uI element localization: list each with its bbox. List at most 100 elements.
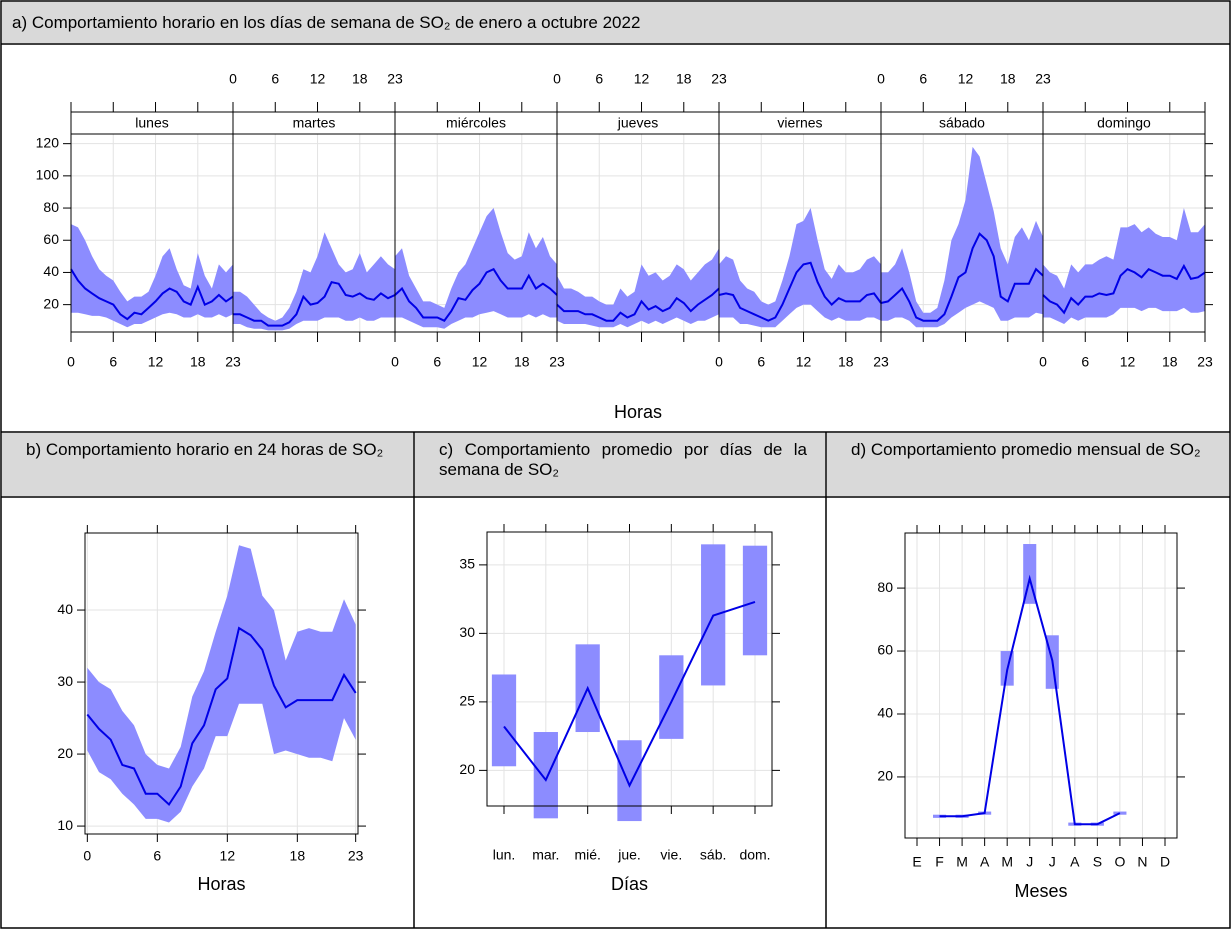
- x-tick-label: 6: [757, 354, 765, 370]
- x-tick-label: 23: [549, 354, 565, 370]
- y-tick-label: 80: [877, 579, 893, 595]
- x-tick-label: 0: [715, 354, 723, 370]
- band: [395, 208, 557, 329]
- line: [880, 232, 1044, 322]
- x-tick-label: 18: [838, 354, 854, 370]
- x-tick-label: 12: [634, 71, 650, 87]
- header-c: c) Comportamiento promedio por días de l…: [415, 433, 825, 496]
- y-tick-label: 120: [36, 134, 60, 150]
- y-tick-label: 20: [57, 745, 73, 761]
- x-tick-label: 12: [958, 71, 974, 87]
- plot-box: [70, 111, 1206, 333]
- x-tick-label: 18: [290, 848, 306, 864]
- y-tick-label: 10: [57, 817, 73, 833]
- x-tick-label: 0: [1039, 354, 1047, 370]
- y-tick-label: 40: [877, 705, 893, 721]
- x-tick-label: J: [1026, 854, 1033, 870]
- line: [233, 280, 396, 327]
- x-tick-label: 6: [109, 354, 117, 370]
- band: [1043, 208, 1205, 324]
- x-tick-label: 18: [190, 354, 206, 370]
- line: [556, 287, 720, 322]
- plot-box: [486, 531, 773, 807]
- plot-box: [84, 532, 359, 835]
- line: [70, 268, 234, 321]
- strip-label: lunes: [135, 115, 168, 131]
- x-tick-label: 23: [873, 354, 889, 370]
- x-tick-label: N: [1137, 854, 1147, 870]
- x-tick-label: D: [1160, 854, 1170, 870]
- x-tick-label: 23: [1197, 354, 1213, 370]
- x-tick-label: 12: [472, 354, 488, 370]
- x-tick-label: 18: [514, 354, 530, 370]
- band: [233, 232, 395, 331]
- band: [71, 224, 233, 328]
- line: [718, 261, 882, 322]
- x-tick-label: 12: [310, 71, 326, 87]
- x-tick-label: 23: [1035, 71, 1051, 87]
- x-tick-label: jue.: [617, 847, 641, 863]
- x-tick-label: S: [1093, 854, 1102, 870]
- y-tick-label: 80: [43, 199, 59, 215]
- line: [503, 600, 756, 788]
- x-tick-label: A: [980, 854, 990, 870]
- band: [881, 146, 1043, 328]
- x-tick-label: 12: [1120, 354, 1136, 370]
- x-tick-label: mar.: [532, 847, 559, 863]
- strip-label: jueves: [617, 115, 658, 131]
- y-tick-label: 25: [459, 693, 475, 709]
- y-tick-label: 35: [459, 556, 475, 572]
- header-a: a) Comportamiento horario en los días de…: [2, 2, 1229, 43]
- range-box: [617, 740, 642, 822]
- y-tick-label: 30: [57, 673, 73, 689]
- plot-box: [904, 532, 1178, 839]
- x-tick-label: dom.: [739, 847, 770, 863]
- x-tick-label: 18: [1162, 354, 1178, 370]
- x-tick-label: 6: [1081, 354, 1089, 370]
- x-tick-label: 18: [1000, 71, 1016, 87]
- x-tick-label: 6: [271, 71, 279, 87]
- x-tick-label: 12: [148, 354, 164, 370]
- x-tick-label: 18: [676, 71, 692, 87]
- x-tick-label: 6: [919, 71, 927, 87]
- x-tick-label: M: [956, 854, 968, 870]
- strip-label: sábado: [939, 115, 985, 131]
- x-tick-label: 23: [348, 848, 364, 864]
- x-axis-label: Horas: [614, 402, 662, 422]
- range-box: [533, 732, 558, 819]
- x-tick-label: 0: [229, 71, 237, 87]
- line: [1042, 263, 1206, 315]
- x-tick-label: 12: [796, 354, 812, 370]
- header-b: b) Comportamiento horario en 24 horas de…: [2, 433, 413, 496]
- x-tick-label: 6: [153, 848, 161, 864]
- range-box: [659, 655, 684, 739]
- x-tick-label: vie.: [660, 847, 682, 863]
- line: [939, 574, 1121, 826]
- x-tick-label: 0: [67, 354, 75, 370]
- x-tick-label: E: [912, 854, 921, 870]
- band: [557, 248, 719, 328]
- y-tick-label: 60: [877, 642, 893, 658]
- x-tick-label: sáb.: [700, 847, 726, 863]
- x-tick-label: A: [1070, 854, 1080, 870]
- y-tick-label: 20: [43, 295, 59, 311]
- x-tick-label: 23: [225, 354, 241, 370]
- range-box: [742, 545, 768, 656]
- x-tick-label: lun.: [493, 847, 516, 863]
- x-tick-label: J: [1049, 854, 1056, 870]
- strip-label: viernes: [777, 115, 822, 131]
- y-tick-label: 40: [43, 263, 59, 279]
- y-tick-label: 20: [459, 761, 475, 777]
- strip-label: domingo: [1097, 115, 1151, 131]
- line: [394, 267, 558, 322]
- x-tick-label: mié.: [574, 847, 600, 863]
- x-axis-label: Meses: [1014, 881, 1067, 901]
- x-tick-label: 0: [877, 71, 885, 87]
- line: [86, 626, 357, 807]
- x-tick-label: 6: [595, 71, 603, 87]
- y-tick-label: 100: [36, 167, 60, 183]
- x-tick-label: 12: [220, 848, 236, 864]
